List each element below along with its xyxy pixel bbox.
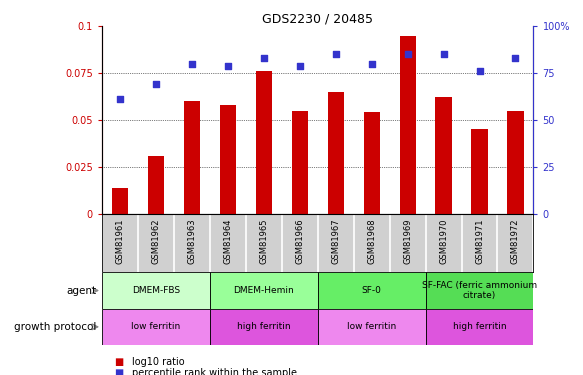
Text: GSM81972: GSM81972: [511, 218, 520, 264]
Text: log10 ratio: log10 ratio: [132, 357, 185, 367]
Point: [331, 51, 340, 57]
Text: GSM81964: GSM81964: [223, 218, 233, 264]
Text: GSM81969: GSM81969: [403, 218, 412, 264]
Bar: [328, 92, 344, 214]
Text: GSM81962: GSM81962: [152, 218, 160, 264]
Point: [115, 96, 125, 102]
Point: [187, 61, 196, 67]
Title: GDS2230 / 20485: GDS2230 / 20485: [262, 12, 373, 25]
Point: [403, 51, 412, 57]
Bar: [210, 309, 318, 345]
Text: ■: ■: [114, 368, 123, 375]
Bar: [364, 112, 380, 214]
Text: GSM81963: GSM81963: [187, 218, 196, 264]
Bar: [426, 272, 533, 309]
Text: GSM81968: GSM81968: [367, 218, 376, 264]
Text: high ferritin: high ferritin: [453, 322, 506, 332]
Bar: [112, 188, 128, 214]
Text: low ferritin: low ferritin: [347, 322, 396, 332]
Point: [367, 61, 377, 67]
Bar: [318, 309, 426, 345]
Text: percentile rank within the sample: percentile rank within the sample: [132, 368, 297, 375]
Point: [151, 81, 160, 87]
Text: high ferritin: high ferritin: [237, 322, 290, 332]
Text: DMEM-Hemin: DMEM-Hemin: [233, 286, 294, 295]
Point: [295, 63, 304, 69]
Text: SF-FAC (ferric ammonium
citrate): SF-FAC (ferric ammonium citrate): [422, 281, 537, 300]
Bar: [102, 272, 210, 309]
Bar: [399, 36, 416, 214]
Point: [439, 51, 448, 57]
Bar: [472, 129, 487, 214]
Bar: [507, 111, 524, 214]
Text: low ferritin: low ferritin: [131, 322, 181, 332]
Text: GSM81971: GSM81971: [475, 218, 484, 264]
Text: GSM81965: GSM81965: [259, 218, 268, 264]
Point: [223, 63, 233, 69]
Bar: [210, 272, 318, 309]
Text: ■: ■: [114, 357, 123, 367]
Text: growth protocol: growth protocol: [14, 322, 96, 332]
Text: GSM81967: GSM81967: [331, 218, 340, 264]
Bar: [256, 71, 272, 214]
Point: [511, 55, 520, 61]
Text: DMEM-FBS: DMEM-FBS: [132, 286, 180, 295]
Text: GSM81970: GSM81970: [439, 218, 448, 264]
Bar: [436, 98, 452, 214]
Point: [475, 68, 484, 74]
Text: GSM81961: GSM81961: [115, 218, 125, 264]
Bar: [318, 272, 426, 309]
Text: SF-0: SF-0: [361, 286, 382, 295]
Text: agent: agent: [66, 285, 96, 296]
Point: [259, 55, 268, 61]
Bar: [292, 111, 308, 214]
Bar: [148, 156, 164, 214]
Bar: [220, 105, 236, 214]
Bar: [102, 309, 210, 345]
Bar: [184, 101, 200, 214]
Text: GSM81966: GSM81966: [295, 218, 304, 264]
Bar: [426, 309, 533, 345]
